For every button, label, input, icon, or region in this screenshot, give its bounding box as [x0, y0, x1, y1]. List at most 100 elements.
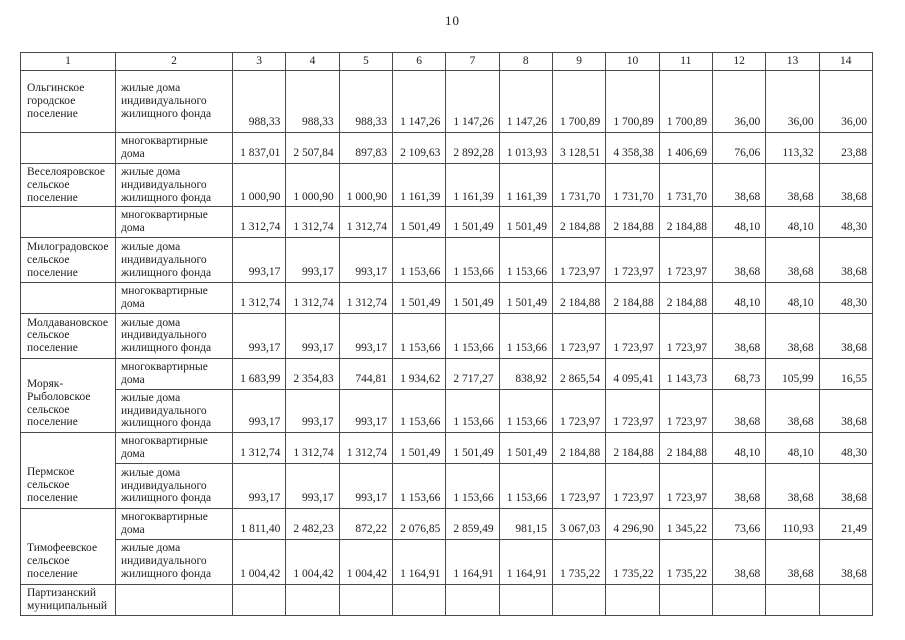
column-header: 7: [445, 52, 500, 71]
value-cell: [551, 583, 607, 616]
value-cell: 2 865,54: [551, 357, 607, 390]
page-number: 10: [445, 13, 460, 28]
table-row: многоквартирные дома 1 837,01 2 507,84 897,…: [20, 132, 874, 164]
value-cell: 872,22: [338, 508, 393, 540]
value-cell: 113,32: [765, 132, 820, 164]
table-row: Милоградовское сельское поселение жилые д…: [20, 237, 874, 284]
value-cell: 1 731,70: [658, 162, 713, 208]
value-cell: 838,92: [498, 357, 553, 390]
table-row: Партизанский муниципальный: [20, 583, 874, 616]
value-cell: 988,33: [285, 70, 340, 133]
value-cell: 38,68: [818, 162, 874, 208]
housing-category-cell: многоквартирные дома: [115, 508, 233, 540]
value-cell: 3 128,51: [551, 132, 607, 164]
value-cell: 1 143,73: [658, 357, 713, 390]
settlement-cell: [20, 132, 116, 164]
value-cell: 1 153,66: [498, 237, 553, 284]
value-cell: 1 312,74: [338, 206, 393, 239]
value-cell: [498, 583, 553, 616]
housing-category-cell: жилые дома индивидуального жилищного фон…: [115, 538, 233, 585]
value-cell: 48,10: [711, 432, 767, 464]
column-header: 3: [231, 52, 287, 71]
housing-category-cell: многоквартирные дома: [115, 282, 233, 314]
settlement-cell: Молдавановское сельское поселение: [20, 312, 116, 359]
table-row: многоквартирные дома 1 312,74 1 312,74 1 31…: [20, 282, 874, 314]
value-cell: 1 501,49: [445, 432, 500, 464]
value-cell: 2 184,88: [658, 206, 713, 239]
value-cell: 1 164,91: [498, 538, 553, 585]
value-cell: 2 076,85: [391, 508, 447, 540]
column-header: 6: [391, 52, 447, 71]
housing-category-cell: многоквартирные дома: [115, 206, 233, 239]
value-cell: 38,68: [711, 538, 767, 585]
value-cell: 988,33: [231, 70, 287, 133]
value-cell: 2 184,88: [551, 282, 607, 314]
value-cell: 1 723,97: [605, 237, 660, 284]
value-cell: 38,68: [711, 237, 767, 284]
housing-category-cell: жилые дома индивидуального жилищного фон…: [115, 70, 233, 133]
value-cell: 110,93: [765, 508, 820, 540]
value-cell: 68,73: [711, 357, 767, 390]
value-cell: 1 312,74: [231, 432, 287, 464]
column-header: 13: [765, 52, 820, 71]
column-header: 1: [20, 52, 116, 71]
value-cell: 993,17: [338, 237, 393, 284]
settlement-cell: Ольгинское городское поселение: [20, 70, 116, 133]
value-cell: 1 312,74: [285, 432, 340, 464]
value-cell: 76,06: [711, 132, 767, 164]
value-cell: 1 811,40: [231, 508, 287, 540]
value-cell: 1 723,97: [605, 312, 660, 359]
value-cell: [818, 583, 874, 616]
value-cell: 1 312,74: [231, 282, 287, 314]
settlement-cell: Моряк-Рыболовское сельское поселение: [20, 357, 116, 434]
housing-category-cell: жилые дома индивидуального жилищного фон…: [115, 162, 233, 208]
value-cell: 1 164,91: [391, 538, 447, 585]
value-cell: 897,83: [338, 132, 393, 164]
value-cell: 36,00: [765, 70, 820, 133]
value-cell: 1 153,66: [391, 312, 447, 359]
value-cell: 1 147,26: [498, 70, 553, 133]
value-cell: 1 153,66: [445, 388, 500, 434]
housing-category-cell: многоквартирные дома: [115, 132, 233, 164]
settlement-cell: Милоградовское сельское поселение: [20, 237, 116, 284]
value-cell: 981,15: [498, 508, 553, 540]
value-cell: 48,10: [765, 206, 820, 239]
column-header: 12: [711, 52, 767, 71]
value-cell: 1 000,90: [231, 162, 287, 208]
value-cell: 4 095,41: [605, 357, 660, 390]
table-header-row: 1 2 3 4 5 6 7 8 9 10 11 12 13 14: [20, 52, 874, 71]
value-cell: 1 153,66: [391, 463, 447, 509]
value-cell: 1 700,89: [605, 70, 660, 133]
table-row: Веселояровское сельское поселение жилые д…: [20, 162, 874, 208]
value-cell: 1 501,49: [498, 282, 553, 314]
value-cell: 1 723,97: [658, 237, 713, 284]
value-cell: 1 700,89: [551, 70, 607, 133]
value-cell: 1 735,22: [605, 538, 660, 585]
value-cell: 4 358,38: [605, 132, 660, 164]
value-cell: 1 161,39: [445, 162, 500, 208]
value-cell: 993,17: [285, 312, 340, 359]
table-body: Ольгинское городское поселение жилые дома…: [20, 70, 874, 616]
value-cell: 1 723,97: [605, 463, 660, 509]
value-cell: 2 717,27: [445, 357, 500, 390]
housing-category-cell: жилые дома индивидуального жилищного фон…: [115, 388, 233, 434]
column-header: 4: [285, 52, 340, 71]
value-cell: 1 731,70: [551, 162, 607, 208]
value-cell: 38,68: [765, 388, 820, 434]
value-cell: 1 153,66: [391, 388, 447, 434]
settlement-cell: [20, 282, 116, 314]
value-cell: 38,68: [765, 312, 820, 359]
value-cell: 38,68: [711, 463, 767, 509]
value-cell: 993,17: [285, 463, 340, 509]
value-cell: 2 184,88: [658, 432, 713, 464]
value-cell: 1 700,89: [658, 70, 713, 133]
value-cell: 38,68: [818, 237, 874, 284]
value-cell: 2 184,88: [605, 432, 660, 464]
settlement-cell: Веселояровское сельское поселение: [20, 162, 116, 208]
value-cell: [765, 583, 820, 616]
housing-category-cell: жилые дома индивидуального жилищного фон…: [115, 312, 233, 359]
value-cell: 988,33: [338, 70, 393, 133]
table-row: Молдавановское сельское поселение жилые д…: [20, 312, 874, 359]
value-cell: 1 735,22: [658, 538, 713, 585]
value-cell: 2 184,88: [551, 206, 607, 239]
